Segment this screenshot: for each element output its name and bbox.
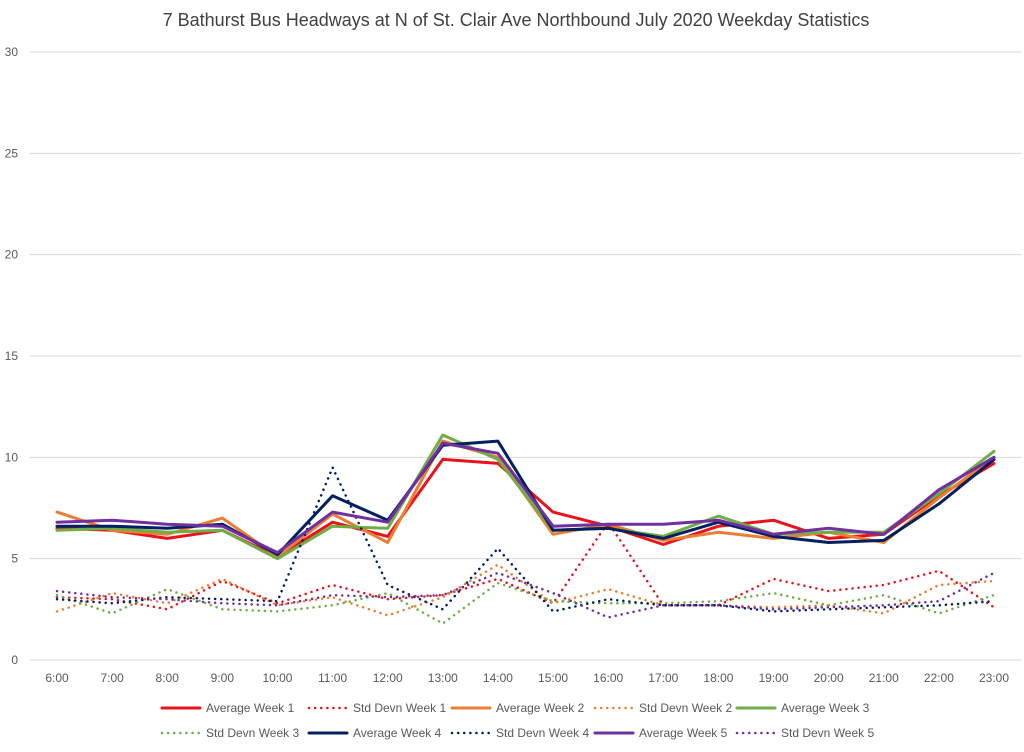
x-tick-label: 8:00 — [156, 671, 180, 685]
x-axis-ticks: 6:00 7:00 8:00 9:00 10:00 11:00 12:00 13:00 14:0… — [45, 671, 1009, 685]
legend-label: Std Devn Week 2 — [639, 701, 732, 715]
y-tick-label: 10 — [5, 450, 19, 464]
y-tick-label: 20 — [5, 248, 19, 262]
y-tick-label: 30 — [5, 45, 19, 59]
legend-label: Std Devn Week 3 — [206, 726, 299, 740]
legend-label: Std Devn Week 5 — [781, 726, 874, 740]
x-tick-label: 9:00 — [211, 671, 235, 685]
x-tick-label: 20:00 — [814, 671, 844, 685]
y-tick-label: 5 — [11, 552, 18, 566]
legend-label: Average Week 3 — [781, 701, 870, 715]
legend-label: Average Week 1 — [206, 701, 295, 715]
gridlines — [30, 51, 1022, 661]
x-tick-label: 16:00 — [593, 671, 623, 685]
legend-item: Std Devn Week 5 — [735, 726, 874, 740]
x-tick-label: 14:00 — [483, 671, 513, 685]
legend-item: Average Week 2 — [450, 701, 585, 715]
legend-item: Std Devn Week 4 — [450, 726, 589, 740]
x-tick-label: 21:00 — [869, 671, 899, 685]
x-tick-label: 22:00 — [924, 671, 954, 685]
x-tick-label: 19:00 — [759, 671, 789, 685]
x-tick-label: 6:00 — [45, 671, 69, 685]
series-lines — [55, 433, 996, 625]
legend-item: Std Devn Week 2 — [593, 701, 732, 715]
series-line-average-week-3 — [55, 433, 996, 561]
legend-label: Std Devn Week 1 — [353, 701, 446, 715]
x-tick-label: 12:00 — [373, 671, 403, 685]
legend-item: Average Week 1 — [160, 701, 295, 715]
legend-item: Average Week 3 — [735, 701, 870, 715]
legend: Average Week 1 Std Devn Week 1 Average Wee… — [160, 701, 874, 740]
legend-label: Average Week 2 — [496, 701, 585, 715]
series-line-std-devn-week-5 — [55, 571, 996, 619]
legend-label: Std Devn Week 4 — [496, 726, 589, 740]
series-line-average-week-5 — [55, 441, 996, 555]
x-tick-label: 11:00 — [318, 671, 347, 685]
y-tick-label: 15 — [5, 349, 19, 363]
series-line-average-week-2 — [55, 439, 996, 559]
y-axis-ticks: 0 5 10 15 20 25 30 — [5, 45, 19, 667]
x-tick-label: 15:00 — [538, 671, 568, 685]
x-tick-label: 18:00 — [703, 671, 733, 685]
legend-label: Average Week 5 — [639, 726, 728, 740]
x-tick-label: 17:00 — [648, 671, 678, 685]
y-tick-label: 25 — [5, 146, 19, 160]
legend-item: Std Devn Week 1 — [307, 701, 446, 715]
legend-item: Average Week 4 — [307, 726, 442, 740]
x-tick-label: 13:00 — [428, 671, 458, 685]
y-tick-label: 0 — [11, 653, 18, 667]
legend-item: Std Devn Week 3 — [160, 726, 299, 740]
x-tick-label: 10:00 — [262, 671, 292, 685]
chart-title: 7 Bathurst Bus Headways at N of St. Clai… — [163, 10, 870, 30]
x-tick-label: 7:00 — [100, 671, 124, 685]
x-tick-label: 23:00 — [979, 671, 1009, 685]
series-line-std-devn-week-2 — [55, 563, 996, 617]
legend-item: Average Week 5 — [593, 726, 728, 740]
legend-label: Average Week 4 — [353, 726, 442, 740]
